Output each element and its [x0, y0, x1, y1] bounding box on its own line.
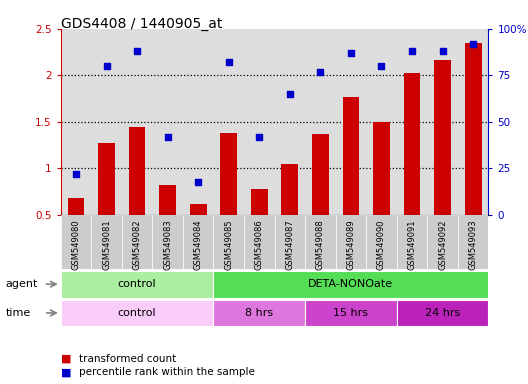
Bar	[213, 215, 244, 269]
Bar	[98, 143, 115, 215]
Bar	[91, 215, 122, 269]
Bar	[465, 43, 482, 215]
Bar	[61, 300, 213, 326]
Bar	[244, 215, 275, 269]
Bar	[68, 198, 84, 215]
Bar	[129, 127, 146, 215]
Point	[164, 134, 172, 140]
Text: control: control	[118, 308, 156, 318]
Bar	[343, 97, 360, 215]
Bar	[281, 164, 298, 215]
Point	[133, 48, 142, 54]
Bar	[159, 185, 176, 215]
Bar	[458, 215, 488, 269]
Text: 24 hrs: 24 hrs	[425, 308, 460, 318]
Point	[102, 63, 111, 69]
Bar	[312, 134, 329, 215]
Text: GSM549091: GSM549091	[408, 219, 417, 270]
Bar	[190, 204, 206, 215]
Point	[194, 179, 202, 185]
Text: control: control	[118, 279, 156, 289]
Bar	[213, 300, 305, 326]
Text: GSM549080: GSM549080	[71, 219, 80, 270]
Bar	[403, 73, 420, 215]
Bar	[61, 271, 213, 298]
Point	[286, 91, 294, 97]
Text: ■: ■	[61, 354, 71, 364]
Text: transformed count: transformed count	[79, 354, 176, 364]
Point	[377, 63, 385, 69]
Bar	[397, 215, 427, 269]
Bar	[220, 133, 237, 215]
Bar	[251, 189, 268, 215]
Bar	[366, 215, 397, 269]
Text: GSM549081: GSM549081	[102, 219, 111, 270]
Bar	[183, 215, 213, 269]
Text: agent: agent	[5, 279, 37, 289]
Point	[255, 134, 263, 140]
Text: 8 hrs: 8 hrs	[245, 308, 274, 318]
Text: time: time	[5, 308, 31, 318]
Text: ■: ■	[61, 367, 71, 377]
Point	[224, 59, 233, 65]
Text: GSM549083: GSM549083	[163, 219, 172, 270]
Bar	[427, 215, 458, 269]
Point	[469, 41, 477, 47]
Point	[408, 48, 416, 54]
Point	[316, 69, 325, 75]
Bar	[336, 215, 366, 269]
Bar	[434, 60, 451, 215]
Point	[347, 50, 355, 56]
Text: percentile rank within the sample: percentile rank within the sample	[79, 367, 255, 377]
Text: GSM549089: GSM549089	[346, 219, 355, 270]
Point	[72, 171, 80, 177]
Bar	[122, 215, 153, 269]
Text: GSM549085: GSM549085	[224, 219, 233, 270]
Text: GSM549092: GSM549092	[438, 219, 447, 270]
Text: 15 hrs: 15 hrs	[333, 308, 369, 318]
Bar	[153, 215, 183, 269]
Text: GSM549088: GSM549088	[316, 219, 325, 270]
Text: DETA-NONOate: DETA-NONOate	[308, 279, 393, 289]
Text: GSM549090: GSM549090	[377, 219, 386, 270]
Text: GSM549084: GSM549084	[194, 219, 203, 270]
Bar	[305, 300, 397, 326]
Bar	[305, 215, 336, 269]
Bar	[397, 300, 488, 326]
Text: GSM549087: GSM549087	[285, 219, 294, 270]
Bar	[213, 271, 488, 298]
Bar	[61, 215, 91, 269]
Text: GSM549093: GSM549093	[469, 219, 478, 270]
Bar	[373, 122, 390, 215]
Text: GSM549082: GSM549082	[133, 219, 142, 270]
Bar	[275, 215, 305, 269]
Text: GSM549086: GSM549086	[255, 219, 264, 270]
Point	[438, 48, 447, 54]
Text: GDS4408 / 1440905_at: GDS4408 / 1440905_at	[61, 17, 222, 31]
